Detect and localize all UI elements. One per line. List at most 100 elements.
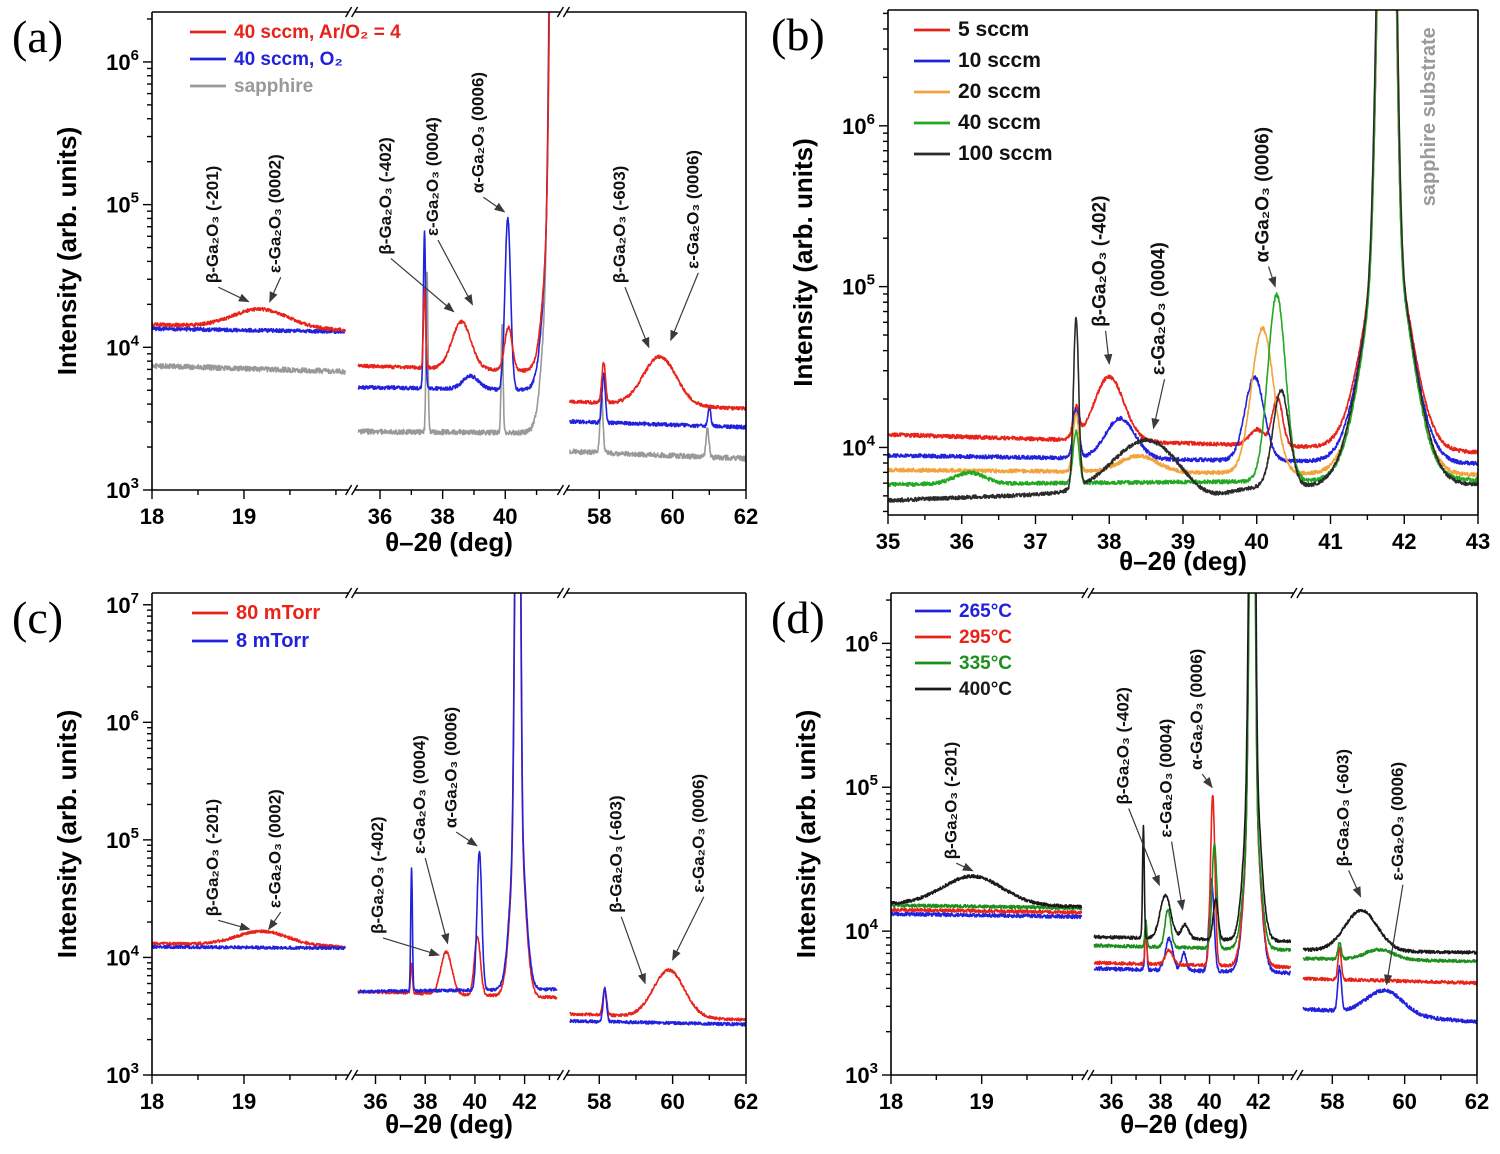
x-tick-label: 36: [950, 529, 974, 554]
legend: 80 mTorr 8 mTorr: [192, 602, 320, 652]
x-tick-label: 40: [463, 1089, 487, 1114]
x-tick-label: 58: [587, 1089, 611, 1114]
x-tick-label: 36: [363, 1089, 387, 1114]
legend: 5 sccm 10 sccm 20 sccm 40 sccm 100 sccm: [914, 18, 1053, 165]
legend-label: 80 mTorr: [236, 602, 320, 624]
series-group: [152, 593, 746, 1027]
x-tick-label: 39: [1171, 529, 1195, 554]
x-tick-label: 18: [140, 504, 164, 529]
legend-label: sapphire: [234, 76, 313, 97]
legend: 265°C 295°C 335°C 400°C: [915, 601, 1012, 700]
y-tick-label: 103: [845, 1060, 878, 1088]
annotation-label: ε-Ga₂O₃ (0006): [683, 150, 702, 269]
x-tick-label: 41: [1318, 529, 1342, 554]
y-axis-label: Intensity (arb. units): [791, 710, 821, 958]
annotation-label: ε-Ga₂O₃ (0006): [1388, 762, 1407, 881]
panel-tag: (b): [771, 9, 825, 60]
annotation-arrow: [1151, 378, 1166, 430]
xrd-curve-1: [888, 10, 1478, 466]
annotation-label: α-Ga₂O₃ (0006): [1253, 127, 1274, 263]
legend-label: 40 sccm, O₂: [234, 49, 343, 70]
x-tick-label: 62: [1465, 1089, 1489, 1114]
panel-tag: (a): [12, 11, 63, 62]
axis-ticks: [143, 18, 747, 499]
x-tick-label: 40: [493, 504, 517, 529]
annotation-arrow: [217, 286, 250, 303]
x-tick-label: 19: [232, 1089, 256, 1114]
legend-label: 20 sccm: [958, 80, 1041, 103]
annotation-arrow: [268, 911, 282, 931]
plot-frame: [151, 592, 747, 1076]
x-tick-label: 36: [1099, 1089, 1123, 1114]
legend-label: 5 sccm: [958, 18, 1029, 41]
xrd-curve-0: [888, 10, 1478, 455]
x-tick-label: 38: [413, 1089, 437, 1114]
annotation-label: β-Ga₂O₃ (-402): [1090, 196, 1111, 327]
x-tick-label: 40: [1245, 529, 1269, 554]
axis-break-marks: [345, 6, 571, 496]
y-tick-label: 105: [845, 772, 878, 800]
xrd-curve-1: [152, 593, 746, 1027]
x-axis-label: θ–2θ (deg): [385, 527, 513, 557]
xrd-curve-0: [152, 12, 746, 462]
annotation-label: β-Ga₂O₃ (-603): [606, 795, 625, 912]
x-tick-label: 58: [1320, 1089, 1344, 1114]
x-axis-label: θ–2θ (deg): [1119, 546, 1247, 576]
xrd-curve-1: [152, 12, 746, 430]
annotation-arrow: [437, 239, 473, 306]
annotation-arrow: [424, 857, 450, 945]
annotation-arrow: [670, 272, 699, 342]
plot-frame: [890, 592, 1478, 1076]
annotation-arrow: [1128, 808, 1160, 887]
annotation-label: β-Ga₂O₃ (-201): [203, 166, 222, 283]
annotation-arrow: [390, 258, 455, 313]
axis-break-marks: [1081, 587, 1304, 1081]
xrd-curve-3: [888, 10, 1478, 488]
y-tick-label: 106: [842, 111, 875, 139]
legend-label: 400°C: [959, 679, 1012, 700]
annotation-label: β-Ga₂O₃ (-402): [376, 137, 395, 254]
annotation-arrow: [483, 196, 506, 213]
annotation-arrow: [1348, 870, 1362, 898]
annotation-arrow: [1383, 884, 1404, 986]
x-tick-label: 18: [140, 1089, 164, 1114]
legend-label: 10 sccm: [958, 49, 1041, 72]
x-tick-label: 62: [734, 504, 758, 529]
x-tick-label: 42: [512, 1089, 536, 1114]
annotation-arrow: [269, 276, 282, 303]
annotation-label: ε-Ga₂O₃ (0004): [1157, 719, 1176, 838]
annotation-label: β-Ga₂O₃ (-201): [941, 742, 960, 859]
panel-d: 103 104 105 106 18 19 36 38 40 42 58 60 62 Intensity …: [755, 577, 1500, 1154]
x-tick-label: 19: [232, 504, 256, 529]
annotation-label: α-Ga₂O₃ (0006): [441, 707, 460, 828]
xrd-curve-4: [888, 10, 1478, 503]
legend-label: 295°C: [959, 627, 1012, 648]
y-axis-label: Intensity (arb. units): [52, 127, 82, 375]
y-tick-label: 106: [106, 47, 139, 75]
x-tick-label: 62: [734, 1089, 758, 1114]
annotation-label: α-Ga₂O₃ (0006): [1187, 649, 1206, 770]
annotation-label: ε-Ga₂O₃ (0006): [689, 774, 708, 893]
y-tick-label: 104: [106, 942, 139, 970]
series-group: [888, 10, 1478, 503]
annotation-label: β-Ga₂O₃ (-603): [1334, 749, 1353, 866]
axis-ticks: [882, 599, 1478, 1084]
panel-c: 103 104 105 106 107 18 19 36 38 40 42 58 60 62 Intensi…: [0, 577, 760, 1154]
annotation-label: α-Ga₂O₃ (0006): [468, 72, 487, 193]
annotation-arrow: [218, 919, 251, 931]
annotation-arrow: [1267, 266, 1277, 288]
axis-ticks: [143, 604, 747, 1084]
annotation-label: β-Ga₂O₃ (-402): [1114, 687, 1133, 804]
x-tick-label: 38: [1148, 1089, 1172, 1114]
annotation-label: β-Ga₂O₃ (-402): [368, 816, 387, 933]
xrd-curve-3: [891, 593, 1477, 955]
annotation-arrow: [624, 286, 650, 349]
annotation-label: sapphire substrate: [1418, 27, 1440, 206]
x-tick-label: 35: [876, 529, 900, 554]
annotation-arrow: [382, 937, 441, 957]
x-tick-label: 38: [430, 504, 454, 529]
annotation-arrow: [620, 916, 646, 985]
legend-label: 8 mTorr: [236, 630, 309, 652]
y-axis-label: Intensity (arb. units): [788, 138, 818, 386]
